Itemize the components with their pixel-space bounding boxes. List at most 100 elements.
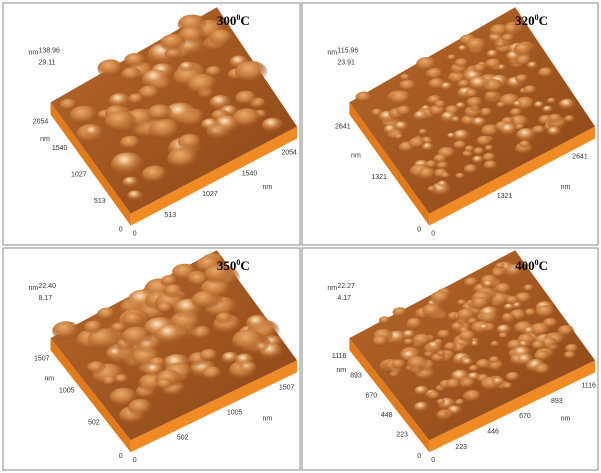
surface-bump [384, 125, 399, 135]
surface-bump [441, 112, 457, 123]
surface-bump [469, 365, 480, 372]
y-tick-label: 223 [396, 432, 408, 439]
y-tick-label: 1116 [332, 353, 347, 360]
surface-bump [464, 277, 479, 288]
surface-bump [472, 117, 487, 128]
surface-bump [502, 34, 515, 43]
x-tick-label: 1005 [227, 409, 243, 416]
origin-label: 0 [431, 457, 435, 464]
x-tick-label: 2054 [281, 150, 297, 157]
origin-label: 0 [417, 453, 421, 460]
x-tick-label: 513 [164, 212, 176, 219]
title-number: 300 [217, 13, 237, 28]
surface-bump [103, 376, 117, 386]
title-unit: C [539, 258, 548, 273]
surface-bump [52, 321, 80, 341]
surface-bump [519, 140, 531, 148]
surface-bump [513, 101, 522, 107]
surface-bump [84, 321, 104, 335]
surface-bump [479, 324, 490, 332]
x-tick-label: 1507 [279, 384, 295, 391]
surface-bump [492, 378, 504, 386]
title-unit: C [240, 13, 249, 28]
surface-bump [444, 342, 457, 351]
surface-bump [534, 364, 550, 375]
y-tick-label: 893 [350, 373, 362, 380]
surface-bump [422, 304, 442, 318]
surface-bump [400, 74, 410, 81]
surface-bump [355, 92, 372, 104]
y-tick-label: 1321 [371, 174, 387, 181]
x-unit: nm [561, 184, 571, 191]
surface-bump [148, 105, 173, 123]
figure: nm138.9629.1100513102715402054nm51310271… [0, 0, 601, 473]
surface-bump [457, 299, 466, 306]
z-max-label: 22.40 [39, 283, 57, 290]
surface-bump [454, 58, 469, 68]
z-max-label: 115.96 [337, 47, 358, 54]
x-tick-label: 223 [455, 444, 467, 451]
surface-bump [399, 80, 417, 92]
surface-bump [538, 67, 554, 78]
surface-bump [456, 102, 466, 109]
surface-bump [418, 168, 436, 180]
origin-label: 0 [119, 227, 123, 234]
z-unit: nm [29, 285, 39, 292]
surface-bump [402, 330, 415, 339]
y-tick-label: 1540 [52, 145, 68, 152]
title-number: 320 [515, 13, 535, 28]
surface-bump [431, 291, 452, 305]
surface-bump [467, 97, 484, 109]
surface-bump [441, 172, 451, 179]
surface-bump [145, 363, 165, 377]
surface-bump [516, 128, 537, 142]
surface-bump [496, 102, 506, 109]
y-unit: nm [44, 375, 54, 382]
surface-bump [468, 372, 481, 381]
surface-bump [515, 74, 528, 83]
surface-bump [394, 134, 403, 140]
y-tick-label: 1507 [34, 356, 50, 363]
surface-bump [490, 341, 499, 347]
surface-bump [422, 105, 431, 111]
surface-bump [485, 58, 502, 70]
surface-bump [487, 50, 499, 58]
surface-bump [157, 302, 173, 313]
surface-bump [492, 269, 505, 278]
title-unit: C [539, 13, 548, 28]
surface-bump [506, 296, 520, 305]
surface-bump [390, 91, 412, 106]
surface-bump [416, 57, 437, 72]
surface-bump [216, 312, 233, 324]
z-label: 4.17 [337, 295, 351, 302]
z-unit: nm [327, 285, 337, 292]
surface-bump [506, 372, 521, 382]
surface-bump [414, 402, 429, 413]
surface-bump [464, 164, 478, 174]
surface-bump [459, 330, 476, 342]
z-label: 8.17 [39, 295, 53, 302]
origin-label: 0 [417, 227, 421, 234]
surface-bump [483, 280, 495, 288]
surface-bump [427, 341, 441, 351]
x-tick-label: 446 [487, 429, 499, 436]
surface-bump [391, 359, 406, 369]
origin-label: 0 [119, 453, 123, 460]
surface-bump [246, 315, 269, 331]
surface-bump [407, 318, 423, 329]
surface-bump [536, 305, 556, 319]
surface-bump [409, 137, 426, 149]
x-tick-label: 2641 [572, 153, 588, 160]
y-tick-label: 513 [94, 198, 106, 205]
surface-bump [495, 283, 512, 295]
surface-bump [121, 67, 142, 82]
surface-bump [473, 147, 485, 155]
surface-bump [465, 145, 475, 152]
surface-bump [84, 126, 102, 138]
surface-bump [437, 330, 451, 340]
x-tick-label: 893 [551, 398, 563, 405]
surface-bump [87, 361, 106, 374]
surface-bump [428, 391, 441, 400]
